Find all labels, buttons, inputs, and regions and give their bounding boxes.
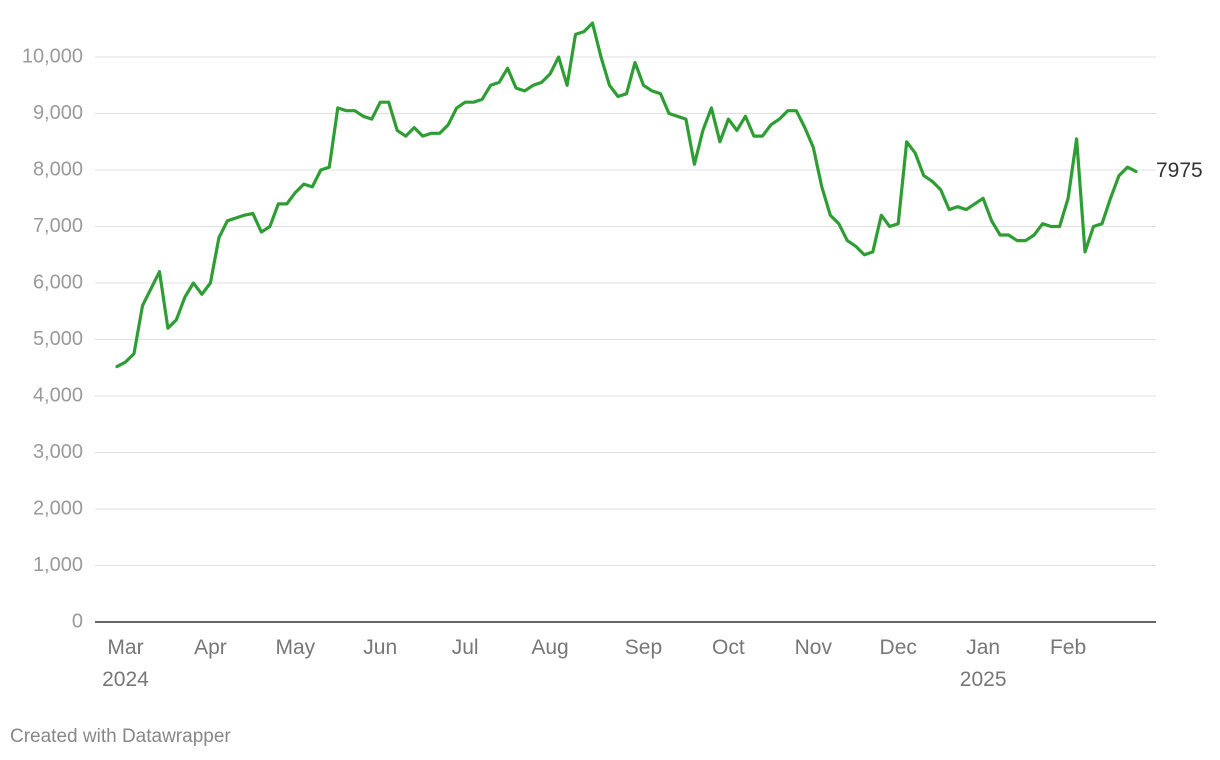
x-tick-label: Nov	[794, 636, 832, 659]
x-tick-label: May	[275, 636, 316, 659]
y-tick-label: 4,000	[33, 384, 83, 406]
y-tick-label: 2,000	[33, 497, 83, 519]
x-tick-label: Jul	[451, 636, 479, 659]
x-tick-label: Sep	[624, 636, 663, 659]
credit: Created with Datawrapper	[10, 726, 231, 747]
x-tick-label: Apr	[194, 636, 227, 659]
y-tick-label: 0	[72, 610, 83, 632]
x-tick-label: Dec	[879, 636, 917, 659]
x-tick-label: Oct	[712, 636, 745, 659]
y-tick-label: 7,000	[33, 215, 83, 237]
y-tick-label: 9,000	[33, 102, 83, 124]
end-label: 7975	[1156, 159, 1203, 182]
data-line	[115, 21, 1138, 369]
x-tick-label: Aug	[531, 636, 569, 659]
x-tick-label: Jan 2025	[959, 636, 1007, 691]
x-tick-label: Mar 2024	[102, 636, 149, 691]
y-tick-label: 5,000	[33, 328, 83, 350]
x-tick-label: Jun	[363, 636, 398, 659]
y-tick-label: 3,000	[33, 441, 83, 463]
y-tick-label: 6,000	[33, 271, 83, 293]
y-tick-label: 8,000	[33, 158, 83, 180]
y-tick-label: 10,000	[22, 45, 83, 67]
y-tick-label: 1,000	[33, 554, 83, 576]
x-tick-label: Feb	[1049, 636, 1087, 659]
